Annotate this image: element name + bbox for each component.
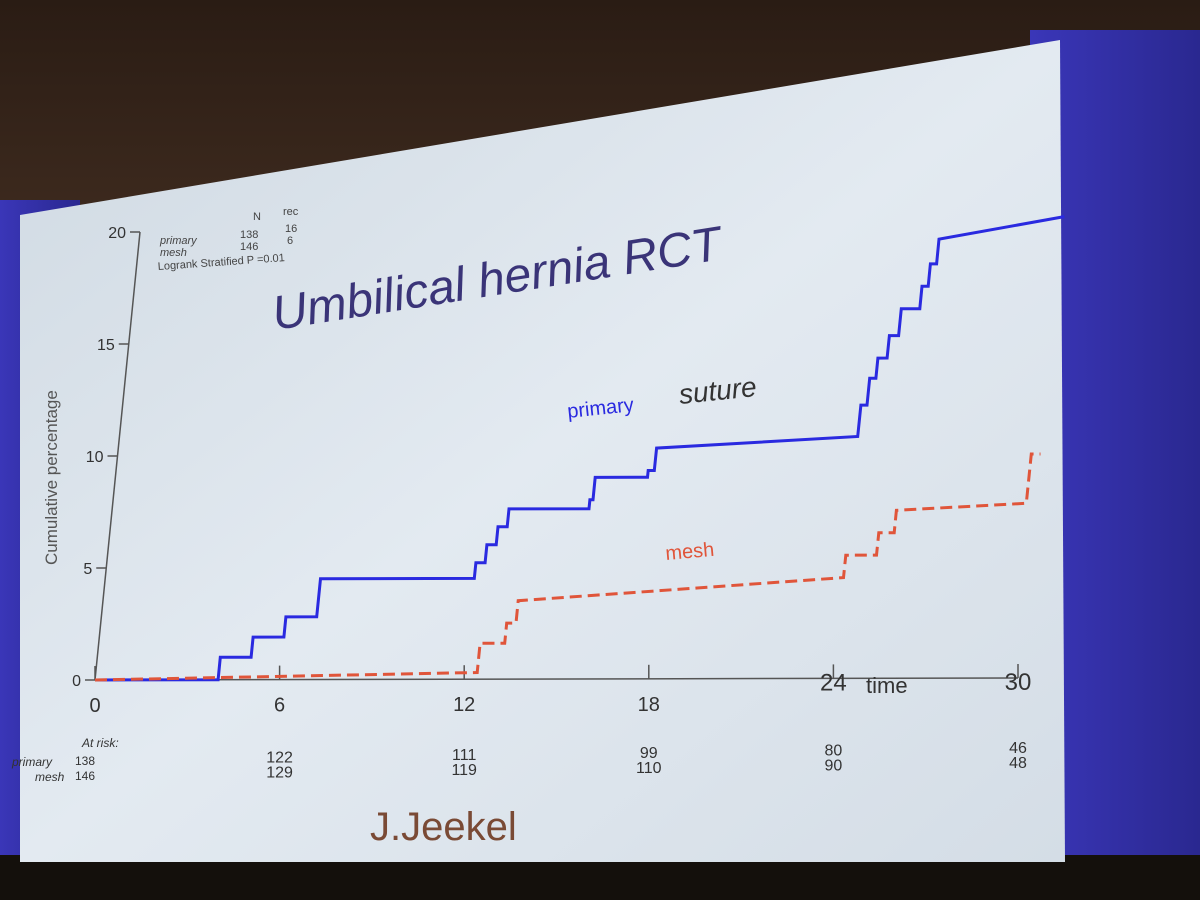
x-tick-label: 24 bbox=[820, 669, 847, 696]
at-risk-value: 110 bbox=[636, 760, 662, 777]
floor-dark bbox=[0, 855, 1200, 900]
at-risk-table: At risk: primary mesh 138 122 111 99 80 46 146… bbox=[11, 736, 1027, 784]
y-tick-label: 15 bbox=[97, 337, 115, 354]
at-risk-value: 90 bbox=[825, 757, 843, 774]
chart-marks bbox=[94, 215, 1065, 682]
series-line-primary bbox=[94, 215, 1065, 682]
at-risk-value: 99 bbox=[640, 745, 658, 762]
axes bbox=[85, 231, 1019, 681]
stats-header-n: N bbox=[253, 211, 261, 223]
y-tick-label: 20 bbox=[108, 225, 126, 242]
stats-row-rec: 6 bbox=[287, 235, 293, 247]
at-risk-value: 119 bbox=[451, 762, 477, 779]
stats-row-n: 138 bbox=[240, 229, 258, 241]
at-risk-value: 146 bbox=[75, 769, 95, 783]
x-tick-label: 30 bbox=[1005, 669, 1032, 696]
at-risk-value: 48 bbox=[1009, 755, 1027, 772]
x-tick-label: 0 bbox=[89, 695, 100, 717]
stats-row-rec: 16 bbox=[285, 223, 297, 235]
series-line-mesh bbox=[94, 452, 1041, 682]
slide-screen bbox=[20, 40, 1065, 862]
y-tick-label: 0 bbox=[72, 673, 81, 690]
at-risk-row-label: primary bbox=[11, 755, 53, 769]
y-tick-label: 5 bbox=[83, 561, 92, 578]
slide-footer: J.Jeekel bbox=[370, 805, 517, 849]
x-axis-label: time bbox=[866, 673, 908, 698]
stats-row-label: mesh bbox=[160, 247, 187, 259]
x-tick-label: 6 bbox=[274, 695, 285, 717]
at-risk-value: 129 bbox=[266, 765, 293, 782]
stats-row-label: primary bbox=[159, 235, 198, 247]
y-axis-label: Cumulative percentage bbox=[42, 390, 61, 565]
at-risk-heading: At risk: bbox=[81, 736, 119, 750]
stats-row-n: 146 bbox=[240, 241, 258, 253]
km-chart: 0 6 12 18 24 30 0 5 10 15 20 bbox=[72, 215, 1065, 717]
y-tick-label: 10 bbox=[86, 449, 104, 466]
tick-labels: 0 6 12 18 24 30 0 5 10 15 20 bbox=[72, 225, 1031, 717]
at-risk-value: 138 bbox=[75, 754, 95, 768]
at-risk-value: 111 bbox=[452, 747, 476, 764]
at-risk-value: 80 bbox=[825, 742, 843, 759]
x-tick-label: 12 bbox=[453, 694, 475, 716]
mesh-label: mesh bbox=[665, 539, 716, 565]
at-risk-value: 46 bbox=[1009, 740, 1027, 757]
x-axis-line bbox=[94, 677, 1019, 681]
stats-header-rec: rec bbox=[283, 206, 299, 218]
x-tick-label: 18 bbox=[638, 694, 660, 716]
at-risk-row-label: mesh bbox=[35, 770, 65, 784]
at-risk-value: 122 bbox=[266, 750, 293, 767]
